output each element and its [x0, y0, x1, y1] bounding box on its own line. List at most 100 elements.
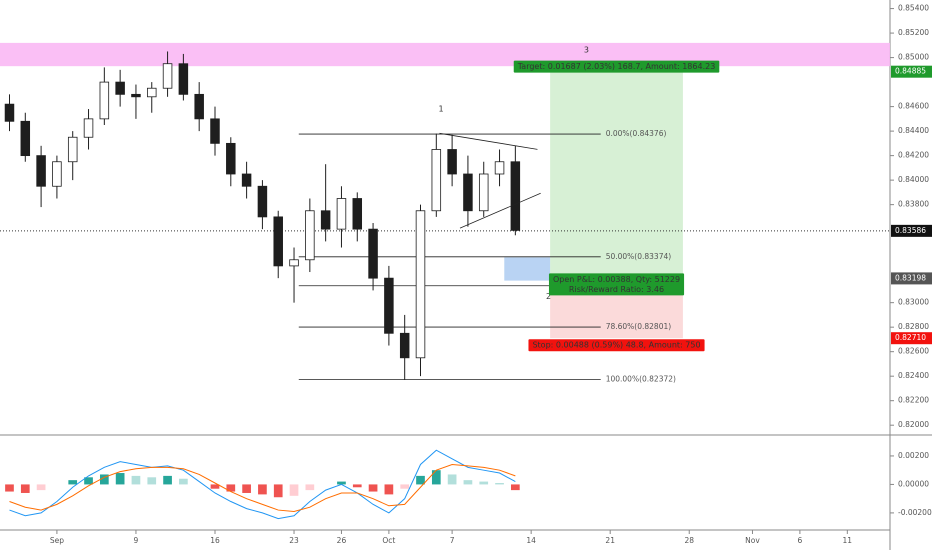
candle-body	[305, 210, 315, 261]
signal-line	[9, 463, 516, 512]
y-tick-label: 0.83000	[898, 298, 929, 307]
macd-bar	[479, 481, 489, 485]
y-tick-label: 0.85000	[898, 53, 929, 62]
y-tick-label: 0.85200	[898, 28, 929, 37]
fib-label: 50.00%(0.83374)	[606, 252, 672, 261]
x-tick-label: 9	[134, 536, 139, 545]
stop-label: Stop: 0.00488 (0.59%) 48.8, Amount: 750	[528, 339, 705, 352]
fib-label: 0.00%(0.84376)	[606, 129, 667, 138]
trend-line	[439, 132, 538, 150]
candle-body	[352, 198, 363, 230]
macd-bar	[289, 484, 299, 496]
wave-label: 2	[546, 292, 551, 301]
stop-label-text: Stop: 0.00488 (0.59%) 48.8, Amount: 750	[532, 341, 700, 350]
macd-bar	[368, 484, 378, 492]
candle-body	[320, 210, 331, 230]
candle-body	[52, 161, 62, 187]
candle-body	[241, 173, 252, 187]
y-tick-label: 0.82200	[898, 396, 929, 405]
macd-bar	[20, 484, 30, 493]
macd-bar	[337, 481, 346, 485]
macd-bar	[210, 484, 220, 489]
target-label: Target: 0.01687 (2.03%) 168.7, Amount: 1…	[513, 60, 720, 73]
candle-body	[99, 81, 110, 120]
candle-body	[494, 161, 505, 175]
macd-bar	[226, 484, 236, 492]
macd-bar	[416, 475, 425, 485]
price-badge	[891, 272, 932, 285]
y-tick-label: 0.82000	[898, 420, 929, 429]
macd-bar	[242, 484, 251, 493]
macd-bar	[352, 484, 362, 488]
candle-body	[36, 155, 46, 187]
macd-bar	[5, 484, 14, 492]
open-label-text: Open P&L: 0.00388, Qty: 51229	[553, 275, 680, 284]
x-tick-label: Oct	[382, 536, 395, 545]
x-tick-label: 26	[337, 536, 347, 545]
price-badge-label: 0.83198	[895, 273, 926, 282]
x-tick-label: 6	[798, 536, 803, 545]
trend-line	[459, 192, 541, 229]
candle-body	[463, 173, 473, 212]
target-label-text: Target: 0.01687 (2.03%) 168.7, Amount: 1…	[517, 62, 716, 71]
y-tick-label: 0.82600	[898, 347, 929, 356]
price-badge	[891, 65, 932, 78]
open-label-text: Risk/Reward Ratio: 3.46	[569, 285, 664, 294]
candle-body	[368, 228, 378, 279]
candle-body	[273, 216, 283, 267]
y-tick-label: 0.85400	[898, 4, 929, 13]
y-tick-label: 0.84600	[898, 102, 929, 111]
stop-label-box	[528, 339, 705, 352]
open-label: Open P&L: 0.00388, Qty: 51229Risk/Reward…	[548, 273, 685, 296]
macd-line	[9, 449, 516, 520]
candle-body	[447, 149, 457, 175]
macd-bar	[84, 477, 93, 485]
y-tick-label: 0.84200	[898, 151, 929, 160]
candle-body	[115, 81, 125, 95]
x-tick-label: 11	[843, 536, 853, 545]
y-tick-label: 0.84400	[898, 126, 929, 135]
macd-bar	[495, 483, 504, 485]
candle-body	[83, 118, 94, 138]
target-label-box	[513, 60, 720, 73]
x-tick-label: Sep	[50, 536, 64, 545]
macd-y-tick-label: -0.00200	[898, 508, 932, 517]
macd-bar	[258, 484, 267, 495]
candle-body	[431, 149, 442, 212]
x-tick-label: 14	[526, 536, 536, 545]
candle-body	[384, 277, 394, 334]
candle-body	[415, 210, 426, 359]
candle-body	[20, 120, 31, 157]
candle-body	[399, 332, 410, 359]
macd-bar	[400, 484, 410, 489]
candle-body	[510, 161, 521, 231]
x-tick-label: 16	[210, 536, 220, 545]
open-label-box	[548, 273, 685, 296]
wave-label: 3	[584, 46, 589, 55]
y-tick-label: 0.82800	[898, 322, 929, 331]
candle-body	[257, 185, 268, 218]
x-tick-label: Nov	[745, 536, 760, 545]
price-badge	[891, 224, 932, 237]
wave-label: 1	[439, 105, 444, 114]
macd-bar	[163, 475, 172, 485]
resistance-zone	[0, 42, 890, 67]
y-tick-label: 0.82400	[898, 371, 929, 380]
candle-body	[226, 142, 236, 175]
candle-body	[147, 87, 157, 98]
target-area	[550, 71, 683, 279]
macd-bar	[36, 484, 46, 491]
x-tick-label: 28	[684, 536, 694, 545]
macd-bar	[447, 474, 457, 485]
macd-bar	[463, 480, 473, 485]
y-tick-label: 0.84000	[898, 175, 929, 184]
macd-bar	[179, 478, 188, 485]
macd-bar	[384, 484, 394, 495]
macd-bar	[68, 480, 78, 485]
x-tick-label: 23	[289, 536, 299, 545]
macd-y-tick-label: 0.00000	[898, 479, 929, 488]
macd-bar	[99, 474, 109, 485]
candle-body	[194, 93, 204, 120]
macd-bar	[510, 484, 520, 491]
